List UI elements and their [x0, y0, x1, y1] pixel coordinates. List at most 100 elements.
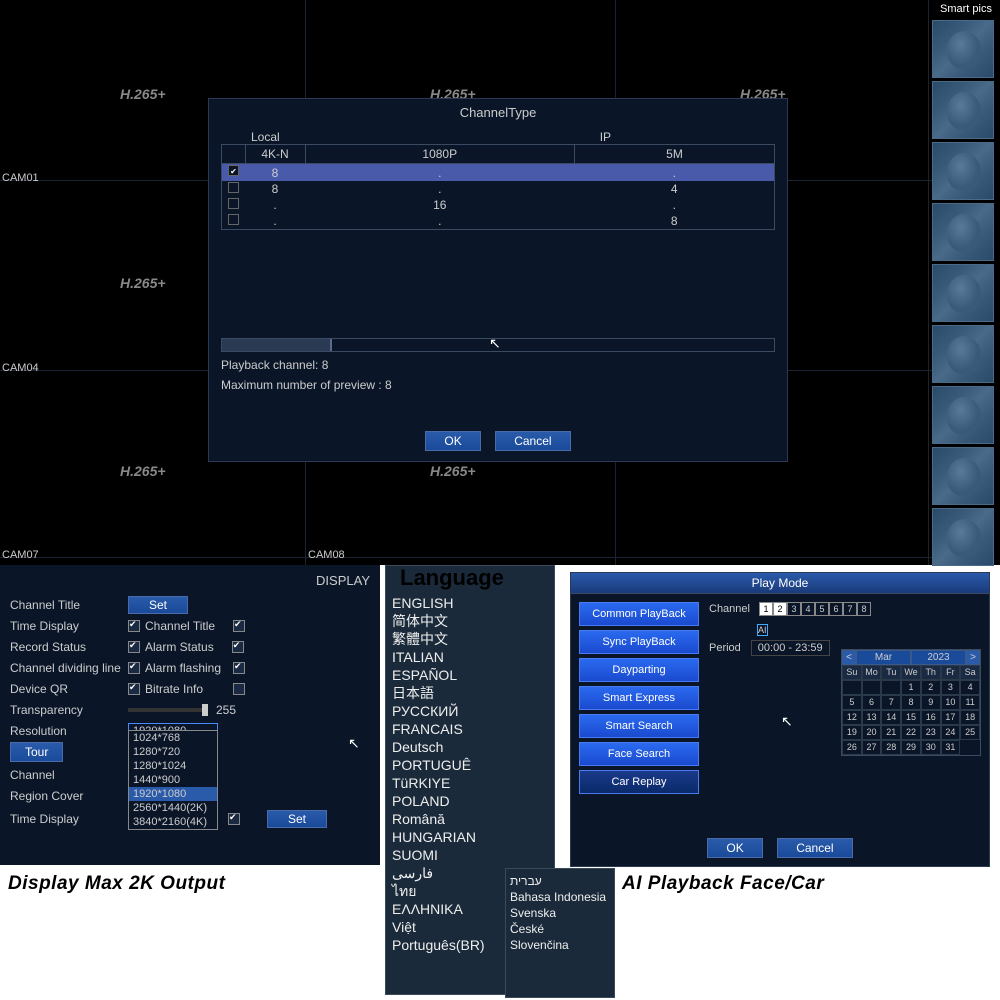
face-thumb[interactable] — [932, 447, 994, 505]
ch-box[interactable]: 8 — [857, 602, 871, 616]
set-button[interactable]: Set — [267, 810, 327, 828]
cal-day[interactable]: 12 — [842, 710, 862, 725]
face-thumb[interactable] — [932, 81, 994, 139]
res-option[interactable]: 1024*768 — [129, 731, 217, 745]
lang-option[interactable]: České — [510, 921, 610, 937]
play-mode-button[interactable]: Sync PlayBack — [579, 630, 699, 654]
scroll-thumb[interactable] — [222, 339, 332, 351]
cal-day[interactable]: 22 — [901, 725, 921, 740]
ch-box[interactable]: 5 — [815, 602, 829, 616]
lang-option[interactable]: 繁體中文 — [392, 630, 548, 648]
play-mode-button[interactable]: Dayparting — [579, 658, 699, 682]
lang-option[interactable]: עברית — [510, 873, 610, 889]
lang-option[interactable]: ITALIAN — [392, 648, 548, 666]
ok-button[interactable]: OK — [425, 431, 480, 451]
lang-option[interactable]: Slovenčina — [510, 937, 610, 953]
res-option[interactable]: 1280*1024 — [129, 759, 217, 773]
checkbox[interactable] — [128, 620, 140, 632]
checkbox[interactable] — [128, 683, 140, 695]
cal-day[interactable]: 5 — [842, 695, 862, 710]
cal-day[interactable]: 26 — [842, 740, 862, 755]
lang-option[interactable]: Deutsch — [392, 738, 548, 756]
ch-box[interactable]: 6 — [829, 602, 843, 616]
cal-next[interactable]: > — [966, 650, 980, 665]
row-checkbox[interactable] — [228, 165, 239, 176]
table-row[interactable]: . . 8 — [222, 213, 775, 230]
checkbox[interactable] — [228, 813, 240, 825]
lang-option[interactable]: POLAND — [392, 792, 548, 810]
cal-prev[interactable]: < — [842, 650, 856, 665]
res-option[interactable]: 1280*720 — [129, 745, 217, 759]
language-panel-2[interactable]: עבריתBahasa IndonesiaSvenskaČeskéSlovenč… — [505, 868, 615, 998]
checkbox[interactable] — [233, 620, 245, 632]
play-mode-button[interactable]: Common PlayBack — [579, 602, 699, 626]
face-thumb[interactable] — [932, 264, 994, 322]
face-thumb[interactable] — [932, 142, 994, 200]
transparency-slider[interactable] — [128, 708, 208, 712]
ch-box[interactable]: 3 — [787, 602, 801, 616]
row-checkbox[interactable] — [228, 182, 239, 193]
play-mode-button[interactable]: Smart Search — [579, 714, 699, 738]
face-thumb[interactable] — [932, 508, 994, 566]
cal-day[interactable]: 2 — [921, 680, 941, 695]
cal-day[interactable]: 18 — [960, 710, 980, 725]
lang-option[interactable]: РУССКИЙ — [392, 702, 548, 720]
res-option[interactable]: 1440*900 — [129, 773, 217, 787]
lang-option[interactable]: 简体中文 — [392, 612, 548, 630]
cal-day[interactable]: 3 — [941, 680, 961, 695]
ok-button[interactable]: OK — [707, 838, 762, 858]
cal-day[interactable]: 21 — [881, 725, 901, 740]
cal-day[interactable]: 10 — [941, 695, 961, 710]
ch-box[interactable]: 1 — [759, 602, 773, 616]
cancel-button[interactable]: Cancel — [777, 838, 852, 858]
play-mode-button[interactable]: Face Search — [579, 742, 699, 766]
set-button[interactable]: Set — [128, 596, 188, 614]
cal-day[interactable]: 20 — [862, 725, 882, 740]
table-row[interactable]: 8 . . — [222, 164, 775, 182]
cancel-button[interactable]: Cancel — [495, 431, 570, 451]
checkbox[interactable] — [233, 662, 245, 674]
checkbox[interactable] — [233, 683, 245, 695]
cal-day[interactable]: 17 — [941, 710, 961, 725]
lang-option[interactable]: TüRKIYE — [392, 774, 548, 792]
cal-day[interactable]: 28 — [881, 740, 901, 755]
lang-option[interactable]: HUNGARIAN — [392, 828, 548, 846]
table-row[interactable]: 8 . 4 — [222, 181, 775, 197]
lang-option[interactable]: Română — [392, 810, 548, 828]
cal-day[interactable]: 30 — [921, 740, 941, 755]
checkbox[interactable] — [232, 641, 244, 653]
play-mode-button[interactable]: Smart Express — [579, 686, 699, 710]
lang-option[interactable]: 日本語 — [392, 684, 548, 702]
lang-option[interactable]: ENGLISH — [392, 594, 548, 612]
ch-box[interactable]: 2 — [773, 602, 787, 616]
checkbox[interactable] — [128, 641, 140, 653]
face-thumb[interactable] — [932, 203, 994, 261]
cal-month[interactable]: Mar — [856, 650, 911, 665]
cal-day[interactable]: 24 — [941, 725, 961, 740]
resolution-dropdown[interactable]: 1024*768 1280*720 1280*1024 1440*900 192… — [128, 730, 218, 830]
scrollbar[interactable] — [221, 338, 775, 352]
face-thumb[interactable] — [932, 20, 994, 78]
res-option[interactable]: 2560*1440(2K) — [129, 801, 217, 815]
cal-day[interactable]: 25 — [960, 725, 980, 740]
lang-option[interactable]: FRANCAIS — [392, 720, 548, 738]
play-mode-button[interactable]: Car Replay — [579, 770, 699, 794]
lang-option[interactable]: SUOMI — [392, 846, 548, 864]
cal-day[interactable]: 19 — [842, 725, 862, 740]
cal-day[interactable]: 13 — [862, 710, 882, 725]
ch-box[interactable]: 7 — [843, 602, 857, 616]
cal-day[interactable]: 29 — [901, 740, 921, 755]
tour-button[interactable]: Tour — [10, 742, 63, 762]
lang-option[interactable]: Svenska — [510, 905, 610, 921]
res-option[interactable]: 1920*1080 — [129, 787, 217, 801]
face-thumb[interactable] — [932, 325, 994, 383]
table-row[interactable]: . 16 . — [222, 197, 775, 213]
res-option[interactable]: 3840*2160(4K) — [129, 815, 217, 829]
cal-day[interactable]: 6 — [862, 695, 882, 710]
cal-day[interactable]: 9 — [921, 695, 941, 710]
cal-day[interactable]: 27 — [862, 740, 882, 755]
lang-option[interactable]: PORTUGUÊ — [392, 756, 548, 774]
period-value[interactable]: 00:00 - 23:59 — [751, 640, 830, 656]
row-checkbox[interactable] — [228, 198, 239, 209]
cal-day[interactable]: 7 — [881, 695, 901, 710]
